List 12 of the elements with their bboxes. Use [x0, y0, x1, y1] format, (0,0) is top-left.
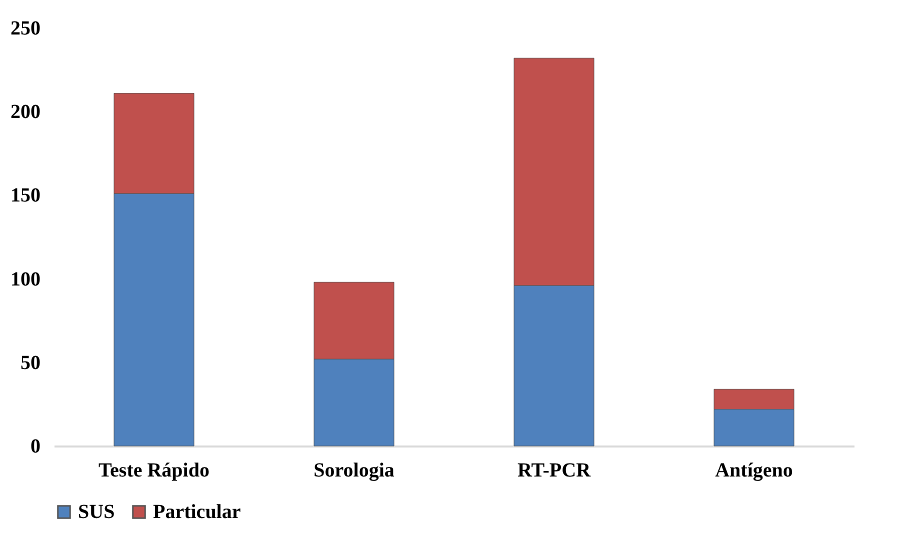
legend-label: SUS	[78, 501, 115, 523]
y-tick-label: 200	[10, 101, 40, 124]
y-tick-label: 150	[10, 184, 40, 207]
legend-label: Particular	[153, 501, 241, 523]
y-tick-label: 0	[30, 436, 40, 458]
y-tick-label: 250	[10, 18, 40, 40]
y-tick-label: 50	[20, 352, 40, 374]
x-tick-label: Antígeno	[715, 460, 793, 482]
x-tick-label: Teste Rápido	[98, 460, 210, 482]
y-tick-label: 100	[10, 268, 40, 290]
x-tick-label: Sorologia	[314, 460, 394, 482]
x-tick-label: RT-PCR	[517, 460, 592, 482]
